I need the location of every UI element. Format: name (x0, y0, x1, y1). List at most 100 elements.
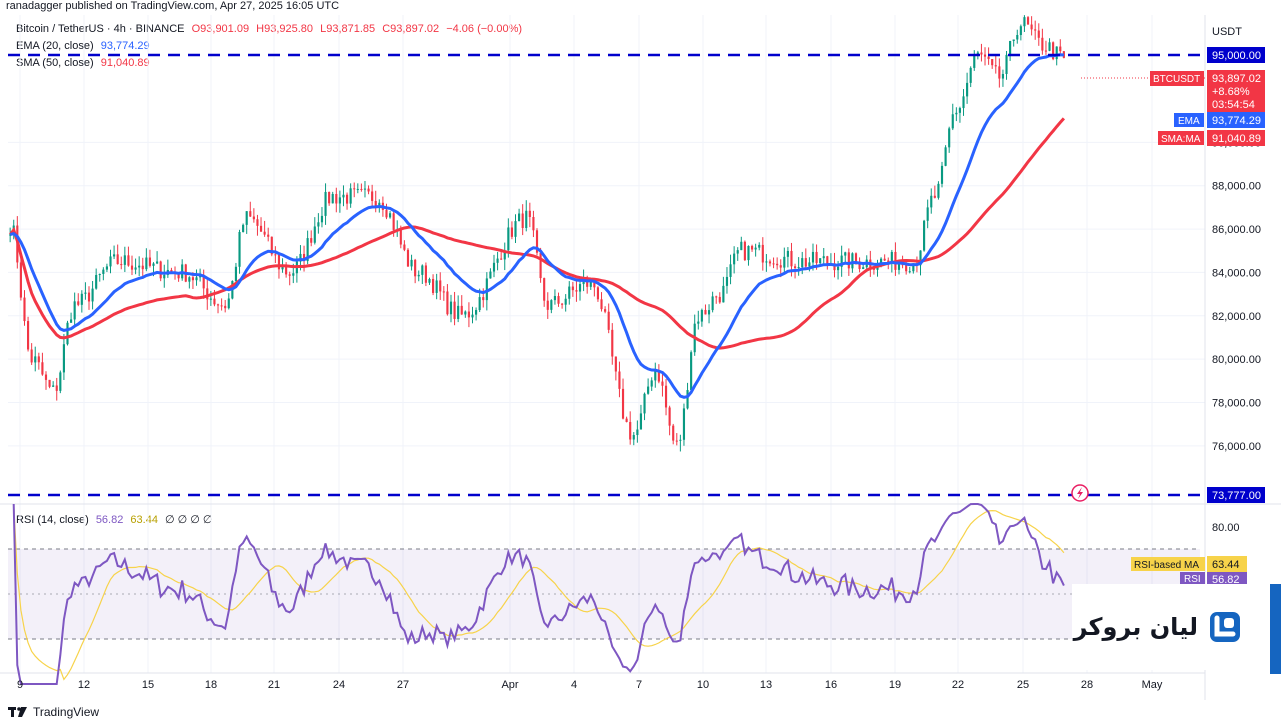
ema-row[interactable]: EMA (20, close) 93,774.29 (16, 38, 526, 55)
candle-body (44, 374, 48, 380)
candle-body (310, 238, 313, 243)
rsi-value: 56.82 (95, 514, 124, 526)
candle-body (399, 229, 402, 245)
candle-body (811, 251, 815, 263)
candle-body (987, 56, 990, 60)
rsi-ma-value: 63.44 (130, 514, 158, 526)
chart-legend: Bitcoin / TetherUS · 4h · BINANCE O93,90… (16, 21, 526, 72)
candle-body (1001, 73, 1005, 79)
price-tick-label: 82,000.00 (1212, 311, 1261, 323)
candle-body (962, 96, 965, 109)
candle-body (514, 221, 517, 237)
candle-body (761, 244, 764, 263)
candle-body (632, 435, 635, 440)
last-price: 93,897.02 (1212, 73, 1261, 85)
candle-body (460, 305, 463, 315)
candle-body (1055, 46, 1058, 60)
candle-body (227, 298, 230, 309)
candle-body (442, 291, 445, 293)
time-tick-label: 18 (205, 679, 217, 691)
candle-body (267, 234, 270, 237)
price-tick-label: 78,000.00 (1212, 397, 1261, 409)
footer-brand: TradingView (33, 705, 100, 719)
low-value: L93,871.85 (320, 23, 376, 35)
candle-body (335, 193, 338, 204)
candle-body (593, 278, 596, 288)
candle-body (435, 280, 438, 293)
candle-body (388, 213, 392, 218)
symbol-name[interactable]: Bitcoin / TetherUS · 4h · BINANCE (16, 23, 185, 35)
candle-body (224, 305, 227, 309)
candle-body (102, 269, 105, 274)
rsi-line[interactable] (12, 503, 1065, 685)
candle-body (890, 251, 893, 262)
candle-body (754, 247, 757, 250)
rsi-value-tag (1207, 572, 1247, 586)
time-tick-label: 21 (268, 679, 280, 691)
candle-body (826, 256, 829, 264)
time-axis-ticks: 9 12 15 18 21 24 27 Apr 4 7 10 13 16 19 22 25 28 May (17, 679, 1163, 691)
currency-label[interactable]: USDT (1212, 26, 1242, 38)
candle-body (1016, 35, 1019, 40)
candle-body (980, 52, 983, 55)
candle-body (371, 191, 374, 201)
candle-body (259, 225, 263, 232)
candle-body (858, 261, 861, 269)
candle-body (679, 439, 682, 441)
rsi-extras: ∅ ∅ ∅ ∅ (165, 514, 213, 526)
candle-body (30, 349, 33, 363)
candle-body (618, 371, 621, 389)
support-price-tag (1207, 487, 1265, 503)
candle-body (274, 254, 277, 256)
open-value: O93,901.09 (191, 23, 250, 35)
candle-body (715, 296, 718, 298)
time-tick-label: 16 (825, 679, 837, 691)
time-tick-label: 12 (78, 679, 90, 691)
candle-body (629, 421, 632, 440)
candle-body (98, 273, 101, 276)
candle-body (639, 413, 643, 430)
candle-body (578, 284, 582, 292)
candle-body (105, 266, 108, 270)
candle-body (779, 265, 782, 268)
ema-line[interactable] (9, 53, 1065, 399)
sma-row[interactable]: SMA (50, close) 91,040.89 (16, 55, 526, 72)
candle-body (152, 263, 155, 266)
candle-body (159, 261, 162, 279)
candle-body (973, 54, 976, 68)
candle-body (1005, 54, 1008, 74)
symbol-row: Bitcoin / TetherUS · 4h · BINANCE O93,90… (16, 21, 526, 38)
candle-body (887, 260, 890, 262)
candle-body (113, 254, 116, 257)
candle-body (528, 210, 531, 217)
footer[interactable]: TradingView (8, 705, 99, 719)
candle-body (449, 301, 453, 315)
candle-body (439, 280, 442, 292)
price-tick-label: 84,000.00 (1212, 267, 1261, 279)
candle-body (1034, 29, 1037, 31)
candle-body (722, 285, 725, 303)
ema-value: 93,774.29 (100, 40, 150, 52)
candle-body (776, 263, 779, 266)
high-value: H93,925.80 (256, 23, 314, 35)
candle-body (91, 288, 94, 302)
candle-body (288, 274, 291, 276)
rsi-legend[interactable]: RSI (14, close) 56.82 63.44 ∅ ∅ ∅ ∅ (16, 513, 217, 526)
candle-body (743, 241, 746, 261)
candle-body (994, 65, 997, 67)
candle-body (940, 165, 944, 184)
candle-body (26, 321, 30, 350)
candle-body (790, 250, 793, 267)
price-tick-label: 86,000.00 (1212, 224, 1261, 236)
candle-body (116, 254, 119, 265)
rsi-axis-tick: 80.00 (1212, 522, 1240, 534)
ema-price-tag (1207, 112, 1265, 128)
candle-body (923, 220, 926, 251)
candle-body (360, 188, 363, 190)
candle-body (234, 266, 238, 282)
lightning-icon[interactable] (1071, 484, 1089, 502)
broker-name: لیان بروکر (1073, 613, 1198, 641)
candle-body (87, 292, 91, 302)
rsi-tag-bg (1180, 572, 1205, 584)
